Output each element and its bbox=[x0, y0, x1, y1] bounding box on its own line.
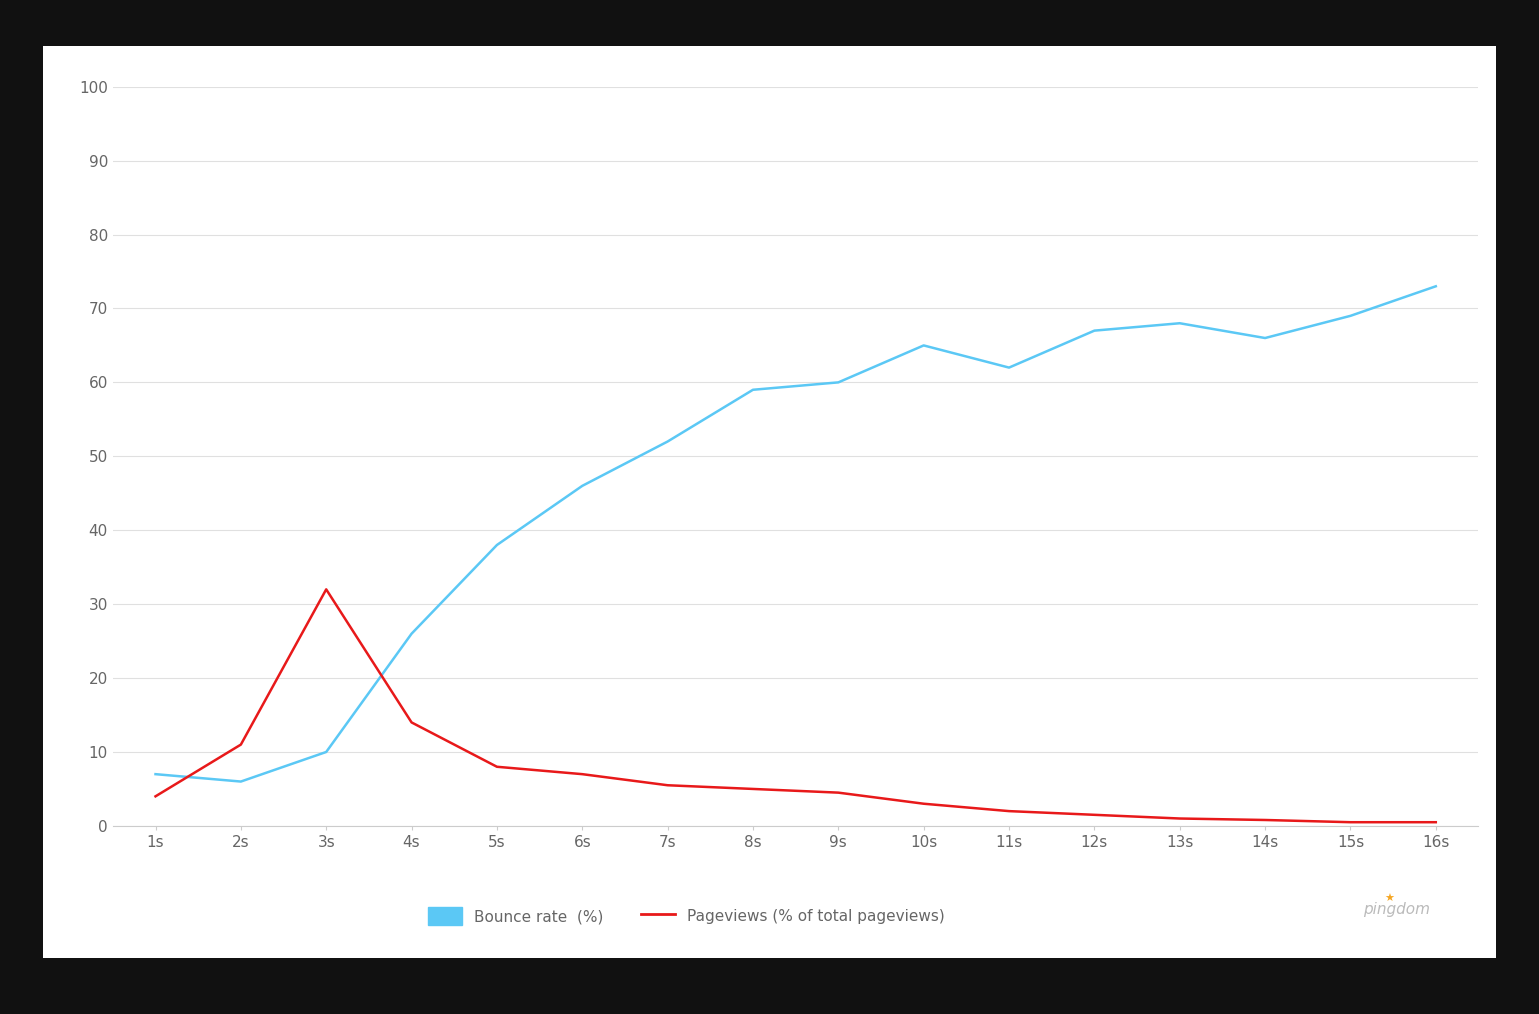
Text: ★: ★ bbox=[1384, 893, 1394, 903]
Legend: Bounce rate  (%), Pageviews (% of total pageviews): Bounce rate (%), Pageviews (% of total p… bbox=[428, 908, 945, 925]
Text: pingdom: pingdom bbox=[1364, 902, 1431, 917]
